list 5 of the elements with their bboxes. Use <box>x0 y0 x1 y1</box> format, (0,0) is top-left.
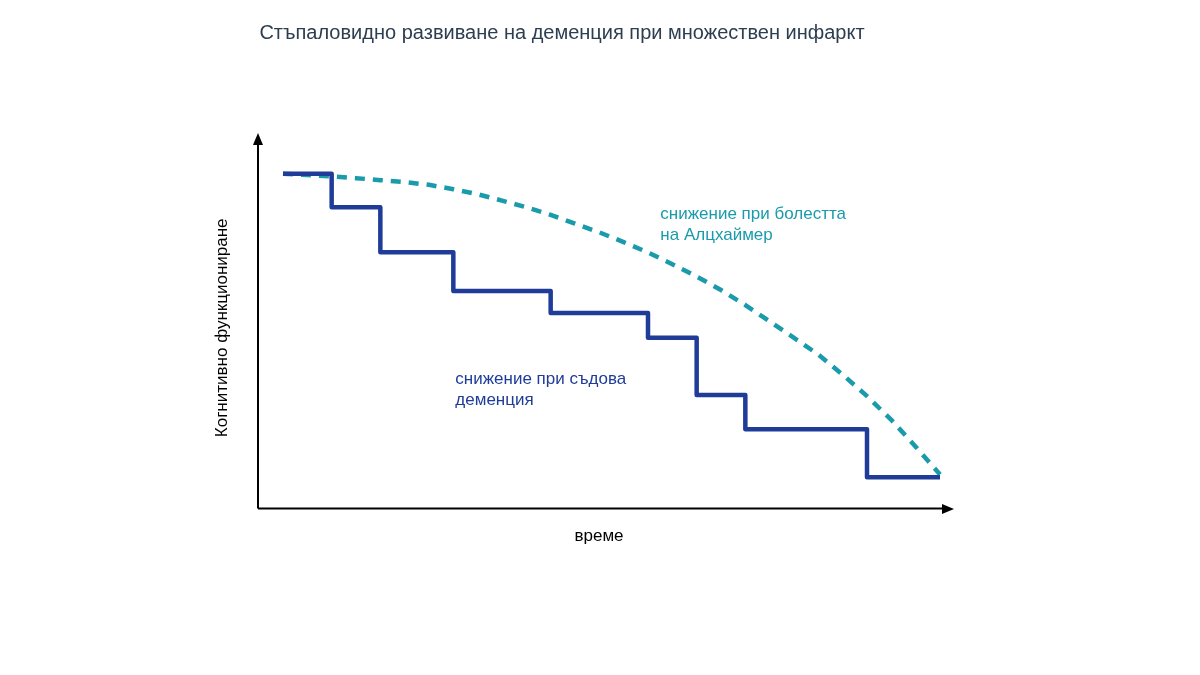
y-axis-title: Когнитивно функциониране <box>211 218 231 438</box>
x-axis-title: време <box>574 526 624 546</box>
series-label: снижение при болестта на Алцхаймер <box>660 203 847 244</box>
text: снижение при съдова деменция <box>455 368 627 409</box>
chart-title: Стъпаловидно развиване на деменция при множествен инфаркт <box>259 20 865 43</box>
